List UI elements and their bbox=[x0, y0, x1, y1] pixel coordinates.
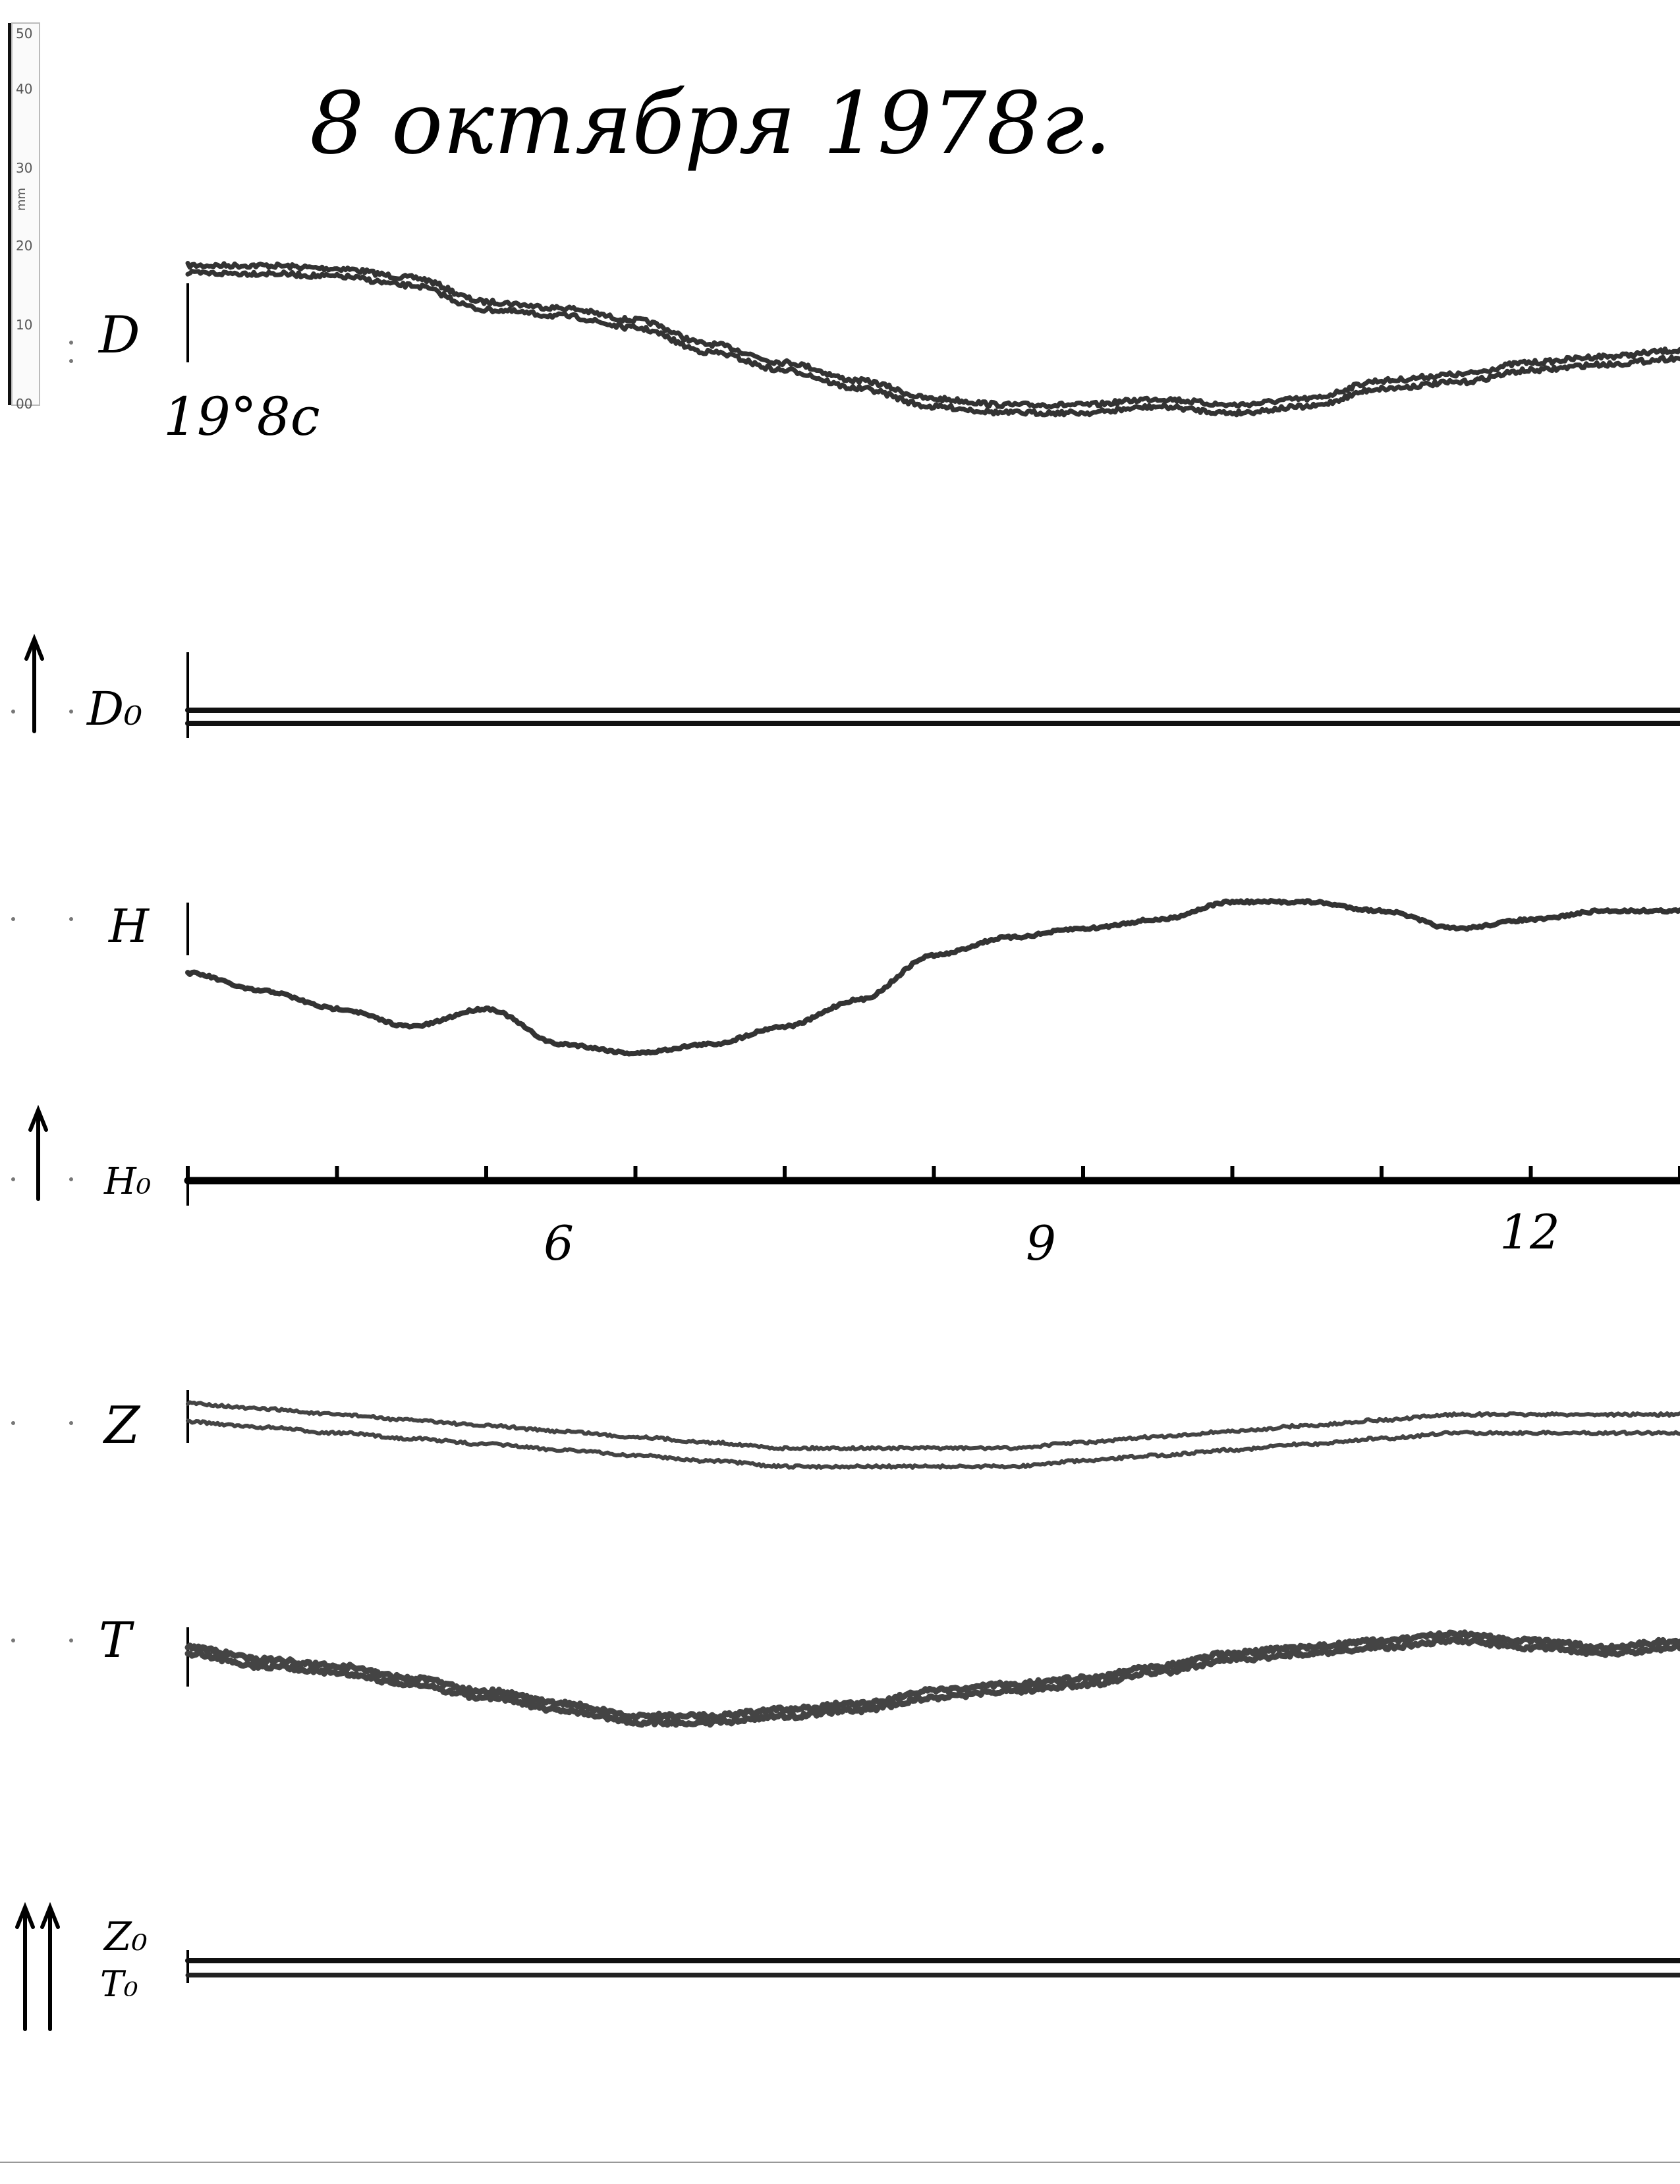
edge-dots bbox=[11, 341, 73, 1642]
mm-scale: 50 40 30 20 10 00 mm bbox=[8, 22, 40, 412]
trace-4-b bbox=[186, 1418, 1680, 1470]
label-Z0: Z₀ bbox=[103, 1914, 148, 1960]
chart-title: 8 октября 1978г. bbox=[310, 73, 1111, 173]
x-tick-label-9: 9 bbox=[1026, 1216, 1056, 1271]
label-H: H bbox=[107, 899, 150, 953]
arrow-up-icon-z0 bbox=[15, 1901, 35, 2031]
arrow-up-icon-h0 bbox=[28, 1104, 48, 1201]
x-tick-label-12: 12 bbox=[1499, 1204, 1560, 1260]
scale-tick-20: 20 bbox=[16, 238, 32, 254]
scale-tick-00: 00 bbox=[16, 396, 32, 412]
traces-layer bbox=[184, 261, 1680, 1978]
channel-labels: D D₀ H H₀ Z T Z₀ T₀ bbox=[86, 306, 151, 2005]
trace-4 bbox=[186, 1400, 1680, 1451]
scale-tick-50: 50 bbox=[16, 26, 32, 42]
scale-bar bbox=[8, 23, 12, 405]
arrow-up-icon-d0 bbox=[24, 633, 44, 733]
trace-2 bbox=[185, 898, 1680, 1057]
label-T0: T₀ bbox=[100, 1963, 138, 2005]
label-D0: D₀ bbox=[86, 682, 142, 736]
trace-5-b bbox=[184, 1636, 1680, 1728]
label-D: D bbox=[98, 306, 140, 365]
arrow-up-icon-t0 bbox=[40, 1901, 60, 2031]
trace-0 bbox=[185, 261, 1680, 410]
x-tick-label-6: 6 bbox=[544, 1216, 574, 1271]
baseline-annotation: 19°8c bbox=[163, 386, 320, 447]
hour-ticks bbox=[186, 1166, 1680, 1183]
trace-5 bbox=[184, 1629, 1680, 1722]
label-H0: H₀ bbox=[103, 1160, 151, 1203]
scale-ruler bbox=[11, 22, 40, 406]
scale-tick-40: 40 bbox=[16, 81, 32, 97]
channel-arrows bbox=[15, 633, 60, 2031]
scale-tick-30: 30 bbox=[16, 160, 32, 176]
label-Z: Z bbox=[102, 1396, 141, 1455]
label-T: T bbox=[99, 1612, 134, 1669]
scale-unit: mm bbox=[14, 188, 28, 211]
scale-tick-10: 10 bbox=[16, 317, 32, 333]
trace-0-b bbox=[185, 269, 1680, 418]
